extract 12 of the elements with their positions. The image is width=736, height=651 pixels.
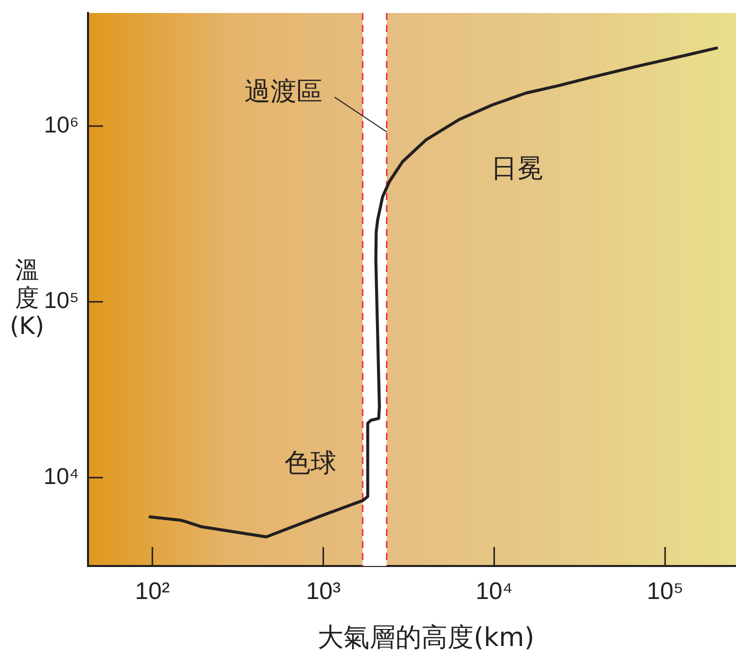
band-label: 過渡區: [244, 76, 323, 107]
y-tick-label: 10⁵: [44, 287, 79, 314]
y-tick-label: 10⁶: [44, 111, 79, 138]
annotation: 色球: [284, 448, 336, 479]
x-tick-label: 10⁴: [476, 578, 513, 606]
x-tick-label: 10³: [306, 578, 341, 606]
x-tick-label: 10⁵: [646, 578, 684, 606]
x-axis-title: 大氣層的高度(km): [318, 622, 534, 651]
y-axis-title: 溫度(K): [8, 256, 46, 340]
y-tick-label: 10⁴: [44, 462, 79, 489]
x-tick-label: 10²: [135, 578, 170, 606]
annotation: 日冕: [490, 154, 543, 184]
